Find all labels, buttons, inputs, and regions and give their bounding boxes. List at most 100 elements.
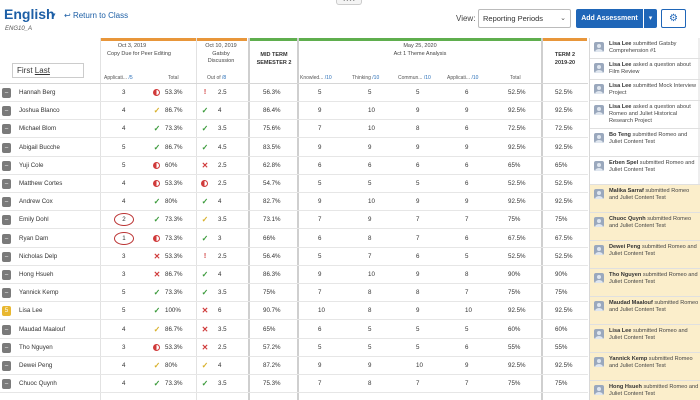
score-cell[interactable]: 4 [122,362,126,369]
return-to-class-link[interactable]: ↩ Return to Class [64,11,128,20]
table-row[interactable]: – Michael Blom 4 ✓ 73.3% ✓ 3.5 75.6% 7 10 8 6 72.5% 7… [0,120,588,139]
student-menu-button[interactable]: – [2,342,11,353]
score-cell[interactable]: 10 [416,362,423,369]
name-sort-toggle[interactable]: First Last [12,63,84,78]
score-cell[interactable]: 9 [416,198,420,206]
table-row[interactable]: – Maudad Maalouf 4 ✓ 86.7% ✕ 3.5 65% 6 5 5 5 60% 60% [0,321,588,339]
student-name[interactable]: Hong Hsueh [19,271,54,278]
score-cell[interactable]: 7 [318,380,322,388]
score-cell[interactable]: 7 [465,216,469,224]
table-row[interactable]: – Emily Dohl 2 ✓ 73.3% ✓ 3.5 73.1% 7 9 7 7 75% 75% [0,211,588,230]
table-row[interactable]: – Ryan Dam 1 73.3% ✓ 3 66% 6 8 7 6 67.5% 67.5% [0,230,588,248]
score-cell[interactable]: 4 [122,180,126,187]
assessment-title[interactable]: Discussion [207,58,235,64]
feed-item[interactable]: Tho Nguyen submitted Romeo and Juliet Co… [590,269,700,297]
score-cell[interactable]: 8 [416,125,420,133]
feed-item[interactable]: Lisa Lee submitted Gatsby Comprehension … [590,38,700,59]
table-row[interactable]: – Hong Hsueh 3 ✕ 86.7% ✓ 4 86.3% 9 10 9 8 90% 90% [0,266,588,284]
score-cell[interactable]: 3.5 [218,380,227,388]
sort-first[interactable]: First [17,66,33,75]
score-cell[interactable]: 2.5 [218,252,227,260]
score-cell[interactable]: 6 [465,125,469,133]
score-cell[interactable]: 3 [122,89,126,96]
feed-item[interactable]: Lisa Lee asked a question about Romeo an… [590,101,700,129]
score-cell[interactable]: 5 [318,89,322,96]
feed-item[interactable]: Malika Sarraf submitted Romeo and Juliet… [590,185,700,213]
score-cell[interactable]: 5 [122,289,126,297]
score-cell[interactable]: 9 [465,143,469,151]
score-cell[interactable]: 5 [416,89,420,96]
student-menu-button[interactable]: – [2,124,11,135]
score-cell[interactable]: 9 [416,271,420,278]
score-cell[interactable]: 4 [218,198,222,206]
flagged-score[interactable]: 2 [114,213,134,227]
student-name[interactable]: Yannick Kemp [19,289,59,297]
score-cell[interactable]: 6 [465,180,469,187]
score-cell[interactable]: 5 [318,343,322,351]
score-cell[interactable]: 9 [368,216,372,224]
score-cell[interactable]: 8 [368,307,372,315]
student-name[interactable]: Chuoc Quynh [19,380,57,388]
course-title[interactable]: English [4,6,55,22]
score-cell[interactable]: 9 [416,107,420,115]
student-menu-button[interactable]: – [2,215,11,226]
score-cell[interactable]: 4 [122,198,126,206]
score-cell[interactable]: 4 [122,107,126,115]
score-cell[interactable]: 9 [465,198,469,206]
column-header[interactable]: Thinking /10 [352,75,380,81]
feed-item[interactable]: Yannick Kemp submitted Romeo and Juliet … [590,353,700,381]
score-cell[interactable]: 9 [318,198,322,206]
feed-item[interactable]: Dewei Peng submitted Romeo and Juliet Co… [590,241,700,269]
score-cell[interactable]: 3.5 [218,325,227,333]
table-row[interactable]: – Hannah Berg 3 53.3%! 2.5 56.3% 5 5 5 6 52.5% 52.5… [0,84,588,102]
student-menu-button[interactable]: – [2,142,11,153]
score-cell[interactable]: 7 [416,216,420,224]
flagged-score[interactable]: 1 [114,231,134,245]
column-header[interactable]: Total [510,75,521,81]
column-header[interactable]: Knowled... /10 [300,75,332,81]
feed-item[interactable]: Bo Teng submitted Romeo and Juliet Conte… [590,129,700,157]
table-row[interactable]: 5 Lisa Lee 5 ✓ 100% ✕ 6 90.7% 10 8 9 10 92.5% 92.5% [0,302,588,321]
score-cell[interactable]: 7 [465,380,469,388]
drag-handle[interactable]: • • • • [336,0,362,5]
score-cell[interactable]: 7 [465,289,469,297]
student-menu-button[interactable]: – [2,233,11,244]
score-cell[interactable]: 9 [318,107,322,115]
score-cell[interactable]: 3 [218,234,222,242]
score-cell[interactable]: 4 [122,125,126,133]
score-cell[interactable]: 5 [465,325,469,333]
score-cell[interactable]: 9 [318,362,322,369]
score-cell[interactable]: 4 [122,380,126,388]
score-cell[interactable]: 7 [318,125,322,133]
score-cell[interactable]: 6 [218,307,222,315]
sort-last[interactable]: Last [34,66,50,75]
student-name[interactable]: Lisa Lee [19,307,43,315]
gear-icon[interactable]: ⚙ [661,9,686,28]
student-menu-button[interactable]: – [2,88,11,98]
score-cell[interactable]: 5 [416,180,420,187]
student-menu-button[interactable]: – [2,361,11,371]
column-header[interactable]: Total [168,75,179,81]
student-name[interactable]: Maudad Maalouf [19,325,66,333]
feed-item[interactable]: Lisa Lee submitted Romeo and Juliet Cont… [590,325,700,353]
score-cell[interactable]: 9 [465,362,469,369]
score-cell[interactable]: 5 [318,180,322,187]
score-cell[interactable]: 4 [218,107,222,115]
score-cell[interactable]: 8 [368,380,372,388]
score-cell[interactable]: 7 [368,252,372,260]
assessment-title[interactable]: Gatsby [212,51,230,57]
score-cell[interactable]: 6 [465,343,469,351]
score-cell[interactable]: 6 [318,161,322,169]
feed-item[interactable]: Maudad Maalouf submitted Romeo and Julie… [590,297,700,325]
student-name[interactable]: Emily Dohl [19,216,49,224]
student-menu-button[interactable]: – [2,106,11,117]
table-row[interactable]: – Yannick Kemp 5 ✓ 73.3% ✓ 3.5 75% 7 8 8 7 75% 75% [0,284,588,303]
score-cell[interactable]: 7 [416,380,420,388]
score-cell[interactable]: 8 [368,289,372,297]
student-name[interactable]: Michael Blom [19,125,57,133]
student-menu-button[interactable]: – [2,179,11,189]
student-menu-button[interactable]: – [2,251,11,262]
score-cell[interactable]: 8 [416,289,420,297]
score-cell[interactable]: 6 [416,161,420,169]
student-name[interactable]: Joshua Blanco [19,107,60,115]
